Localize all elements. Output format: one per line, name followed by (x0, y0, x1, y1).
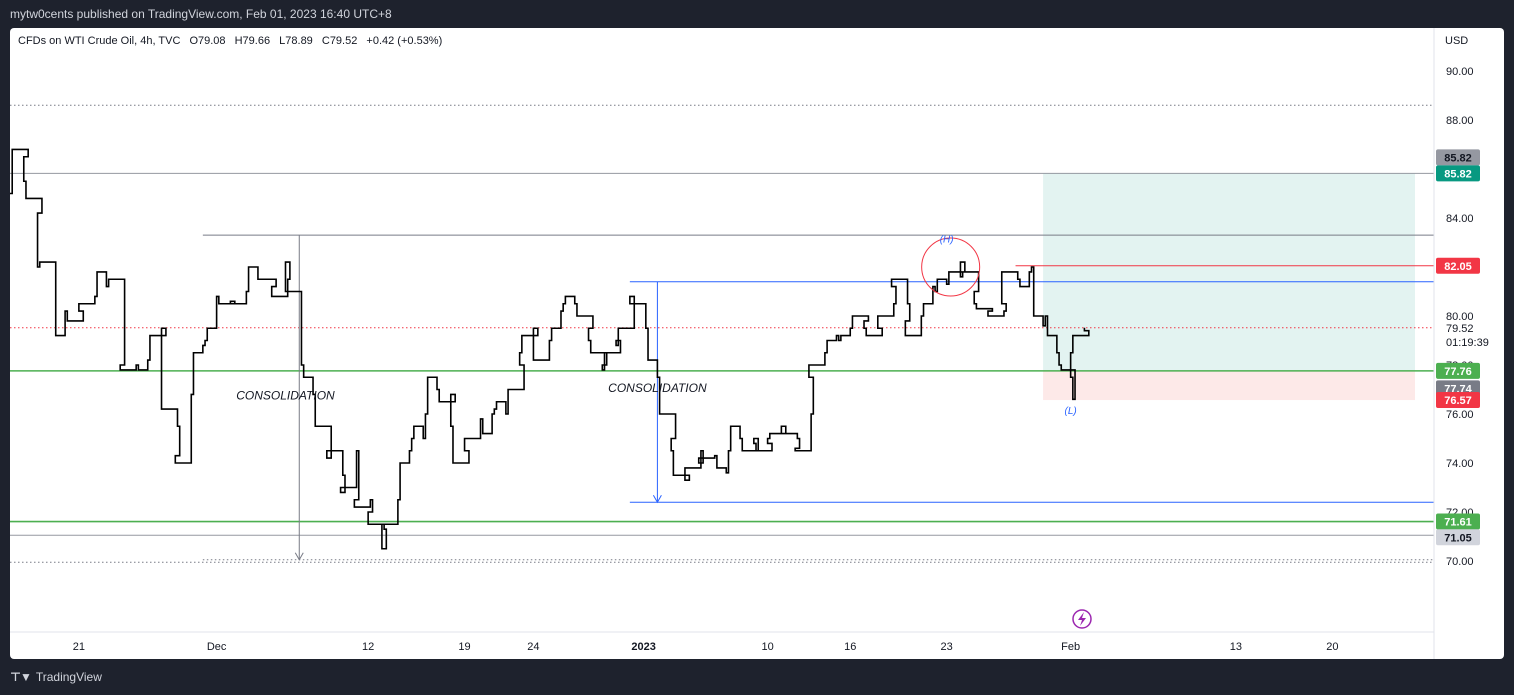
publisher-bar: mytw0cents published on TradingView.com,… (0, 0, 1514, 28)
y-tick-label-2: 84.00 (1446, 213, 1474, 225)
price-badge-label-0: 85.82 (1444, 152, 1472, 164)
price-badge-3[interactable] (1436, 362, 1480, 379)
x-tick-label-0: 21 (73, 641, 85, 653)
price-badge-label-1: 85.82 (1444, 168, 1472, 180)
y-tick-label-5: 76.00 (1446, 409, 1474, 421)
price-badge-0[interactable] (1436, 149, 1480, 166)
y-tick-label-0: 90.00 (1446, 66, 1474, 78)
x-tick-label-4: 24 (527, 641, 539, 653)
price-badge-6[interactable] (1436, 513, 1480, 530)
countdown-label: 01:19:39 (1446, 337, 1489, 349)
legend-symbol[interactable]: CFDs on WTI Crude Oil, 4h, TVC (18, 35, 181, 47)
target-zone (1043, 173, 1415, 371)
lightning-bolt-icon (1078, 612, 1086, 626)
price-badge-label-7: 71.05 (1444, 532, 1472, 544)
price-chart[interactable]: CONSOLIDATION CONSOLIDATION (H) (L) USD 90.00… (10, 28, 1504, 659)
x-tick-label-1: Dec (207, 641, 227, 653)
annotation-label-0: CONSOLIDATION (236, 388, 335, 402)
price-badge-5[interactable] (1436, 392, 1480, 409)
footer-bar: ⊤▼ TradingView (0, 659, 1514, 695)
y-tick-label-1: 88.00 (1446, 115, 1474, 127)
legend-low: L78.89 (279, 35, 313, 47)
price-badge-2[interactable] (1436, 257, 1480, 274)
price-badge-label-6: 71.61 (1444, 517, 1472, 529)
currency-label: USD (1445, 35, 1468, 47)
chart-panel[interactable]: CFDs on WTI Crude Oil, 4h, TVC O79.08 H7… (10, 28, 1504, 659)
annotation-label-3: (L) (1065, 406, 1077, 417)
y-tick-label-8: 70.00 (1446, 556, 1474, 568)
x-tick-label-2: 12 (362, 641, 374, 653)
legend-high: H79.66 (234, 35, 271, 47)
legend-open: O79.08 (189, 35, 226, 47)
x-tick-label-6: 10 (761, 641, 773, 653)
stop-zone (1043, 370, 1415, 401)
x-tick-label-7: 16 (844, 641, 856, 653)
y-tick-label-6: 74.00 (1446, 458, 1474, 470)
legend-change: +0.42 (+0.53%) (366, 35, 443, 47)
annotation-label-2: (H) (940, 235, 954, 246)
price-badge-label-5: 76.57 (1444, 395, 1472, 407)
price-badge-7[interactable] (1436, 529, 1480, 546)
measure-arrow-head-1 (652, 494, 662, 504)
x-tick-label-11: 20 (1326, 641, 1338, 653)
tradingview-brand: TradingView (35, 670, 102, 684)
highlight-circle[interactable] (921, 237, 981, 297)
measure-arrow-head-0 (294, 552, 304, 561)
price-badge-label-3: 77.76 (1444, 366, 1472, 378)
tradingview-logo-icon: ⊤▼ (10, 670, 32, 684)
chart-legend: CFDs on WTI Crude Oil, 4h, TVC O79.08 H7… (18, 35, 448, 47)
x-tick-label-8: 23 (941, 641, 953, 653)
y-tick-label-3: 80.00 (1446, 311, 1474, 323)
x-tick-label-10: 13 (1230, 641, 1242, 653)
current-price-label: 79.52 (1446, 323, 1474, 335)
annotation-label-1: CONSOLIDATION (608, 381, 707, 395)
x-tick-label-9: Feb (1061, 641, 1080, 653)
price-badge-1[interactable] (1436, 165, 1480, 182)
price-badge-label-2: 82.05 (1444, 261, 1472, 273)
x-tick-label-3: 19 (458, 641, 470, 653)
price-series-line[interactable] (10, 148, 1090, 550)
legend-close: C79.52 (321, 35, 358, 47)
publisher-text: mytw0cents published on TradingView.com,… (10, 7, 392, 21)
tradingview-logo[interactable]: ⊤▼ TradingView (10, 670, 102, 684)
x-tick-label-5: 2023 (631, 641, 655, 653)
